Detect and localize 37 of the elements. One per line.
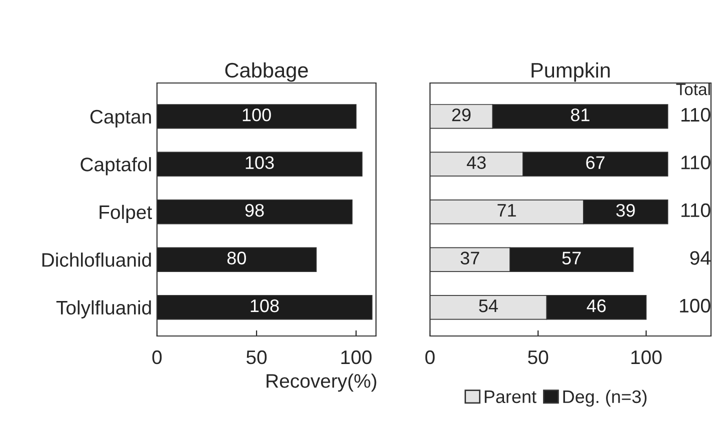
x-tick-label: 100 <box>341 350 372 364</box>
data-label: 43 <box>466 156 486 169</box>
data-label: 71 <box>498 204 516 217</box>
x-tick-label: 50 <box>528 350 548 364</box>
data-label: 108 <box>250 299 279 312</box>
x-tick-label: 0 <box>152 350 162 364</box>
x-tick-label: 0 <box>425 350 435 364</box>
total-label: 110 <box>681 108 710 122</box>
x-tick-label: 100 <box>631 350 662 364</box>
data-label: 39 <box>616 204 635 217</box>
data-label: 54 <box>479 300 498 312</box>
x-axis-title: Recovery(%) <box>266 374 376 392</box>
legend-label: Parent <box>484 390 536 404</box>
legend-label: Deg. (n=3) <box>563 390 646 407</box>
data-label: 57 <box>562 252 581 264</box>
y-tick-label: Folpet <box>100 204 152 223</box>
y-tick-label: Captan <box>90 110 151 128</box>
chart-title: Cabbage <box>225 62 308 82</box>
data-label: 37 <box>460 252 480 264</box>
data-label: 98 <box>245 204 264 217</box>
total-label: 110 <box>681 203 710 218</box>
x-tick-label: 50 <box>246 350 267 364</box>
y-tick-label: Captafol <box>80 157 151 176</box>
total-label: 100 <box>680 298 710 313</box>
data-label: 81 <box>570 108 590 122</box>
data-label: 67 <box>586 156 604 169</box>
total-label: 94 <box>690 251 710 265</box>
chart-title: Pumpkin <box>532 62 610 82</box>
total-label: 110 <box>681 156 710 170</box>
y-tick-label: Tolylfluanid <box>56 300 151 318</box>
data-label: 103 <box>246 156 274 169</box>
data-label: 80 <box>227 252 246 264</box>
data-label: 46 <box>586 299 606 312</box>
data-label: 29 <box>452 108 471 122</box>
annotation: Total <box>676 83 710 96</box>
data-label: 100 <box>242 108 271 122</box>
y-tick-label: Dichlofluanid <box>42 252 151 267</box>
